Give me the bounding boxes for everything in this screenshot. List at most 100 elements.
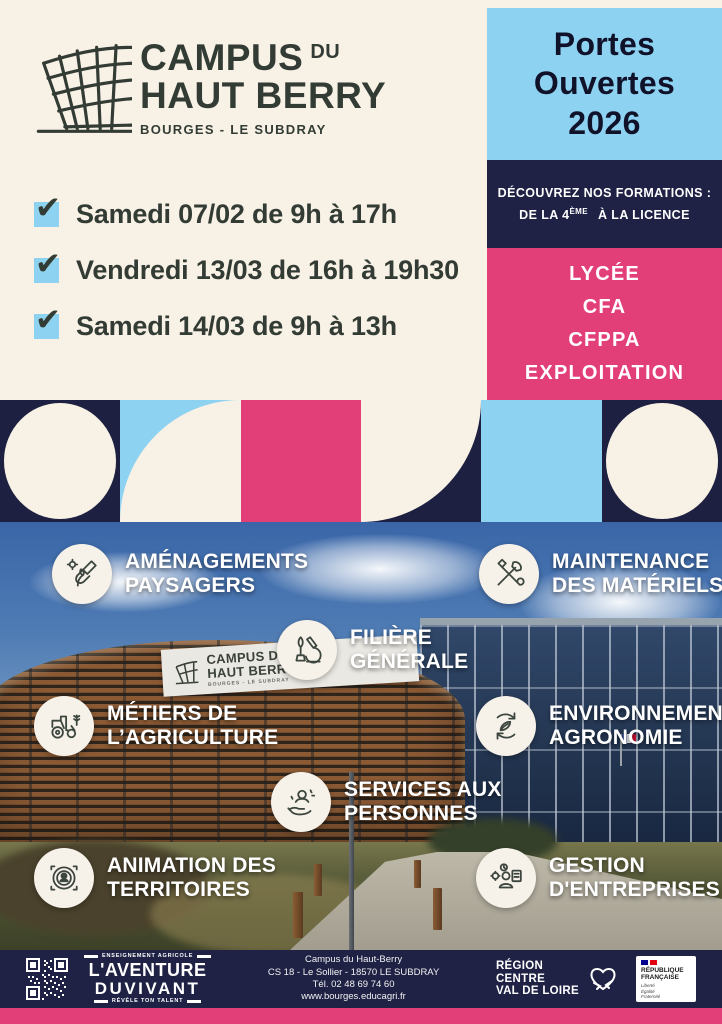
- entity-exploitation: EXPLOITATION: [524, 362, 685, 384]
- checkbox: ✔: [34, 246, 61, 283]
- wood-bollard: [414, 860, 421, 888]
- entity-cfppa: CFPPA: [568, 329, 641, 351]
- formations-line2: DE LA 4ÈME À LA LICENCE: [519, 204, 690, 227]
- program-badge-services-aux-personnes: SERVICES AUX PERSONNES: [271, 772, 502, 832]
- region-centre-val-de-loire-logo: RÉGION CENTRE VAL DE LOIRE: [496, 960, 620, 997]
- region-line3: VAL DE LOIRE: [495, 985, 579, 998]
- badge-label-line2: DES MATÉRIELS: [552, 574, 722, 597]
- brand-name-line1: CAMPUS DU: [140, 39, 386, 77]
- deco-cell-circle: [601, 400, 722, 522]
- lamp-post: [349, 772, 354, 950]
- circle-shape: [4, 403, 117, 519]
- badge-label-line1: FILIÈRE: [350, 625, 432, 649]
- cloud: [260, 534, 500, 604]
- heart-icon: [590, 968, 616, 991]
- quarter-shape: [120, 400, 241, 522]
- motto-liberte: Liberté: [641, 983, 655, 989]
- badge-circle: [277, 620, 337, 680]
- region-line2: CENTRE: [495, 972, 546, 985]
- badge-circle: [271, 772, 331, 832]
- campus-address: Campus du Haut-Berry CS 18 - Le Sollier …: [227, 954, 480, 1003]
- badge-circle: [476, 696, 536, 756]
- program-badge-maintenance-des-materiels: MAINTENANCE DES MATÉRIELS: [479, 544, 722, 604]
- republique-line1: RÉPUBLIQUE: [641, 967, 684, 974]
- wood-bollard: [433, 888, 442, 930]
- motto-egalite: Égalité: [641, 988, 655, 994]
- deco-cell-quarter: [360, 400, 482, 522]
- circle-shape: [605, 403, 718, 519]
- community-icon: [50, 865, 78, 891]
- building-sign: CAMPUS DU HAUT BERRY BOURGES - LE SUBDRA…: [160, 634, 420, 697]
- region-line1: RÉGION: [495, 960, 544, 973]
- brand-subtitle: BOURGES - LE SUBDRAY: [140, 121, 327, 137]
- entities-banner: LYCÉE CFA CFPPA EXPLOITATION: [487, 248, 722, 400]
- entity-lycee: LYCÉE: [569, 263, 640, 285]
- badge-label-line2: D'ENTREPRISES: [549, 878, 720, 901]
- brand-word-du: DU: [310, 41, 341, 64]
- tractor-icon: [51, 714, 81, 739]
- business-icon: [490, 863, 522, 889]
- checkbox: ✔: [34, 190, 61, 227]
- date-item-1: ✔ Samedi 07/02 de 9h à 17h: [34, 190, 459, 230]
- badge-label-line1: SERVICES AUX: [344, 777, 502, 801]
- badge-label-line2: PAYSAGERS: [125, 574, 256, 597]
- campus-brand: CAMPUS DU HAUT BERRY BOURGES - LE SUBDRA…: [26, 38, 386, 138]
- motto-fraternite: Fraternité: [641, 994, 661, 1000]
- footer: ENSEIGNEMENT AGRICOLE L'AVENTURE DUVIVAN…: [0, 950, 722, 1008]
- date-text: Samedi 07/02 de 9h à 17h: [76, 198, 397, 229]
- deco-cell-blue-square: [481, 400, 602, 522]
- french-flag-icon: [622, 734, 637, 743]
- checkbox: ✔: [34, 302, 61, 339]
- badge-label-line1: MAINTENANCE: [552, 549, 710, 573]
- republique-line2: FRANÇAISE: [641, 974, 679, 982]
- check-icon: ✔: [35, 189, 61, 226]
- aventure-main2: DUVIVANT: [94, 979, 201, 998]
- formations-line1: DÉCOUVREZ NOS FORMATIONS :: [497, 185, 712, 200]
- eco-cycle-icon: [496, 712, 516, 740]
- event-title: Portes Ouvertes 2026: [487, 8, 722, 160]
- program-badge-metiers-de-l-agriculture: MÉTIERS DE L’AGRICULTURE: [34, 696, 278, 756]
- badge-circle: [476, 848, 536, 908]
- check-icon: ✔: [35, 301, 61, 338]
- program-badge-animation-des-territoires: ANIMATION DES TERRITOIRES: [34, 848, 276, 908]
- open-day-dates-list: ✔ Samedi 07/02 de 9h à 17h ✔ Vendredi 13…: [34, 190, 459, 366]
- aventure-main1: L'AVENTURE: [88, 960, 207, 980]
- science-icon: [295, 636, 322, 664]
- program-badge-gestion-d-entreprises: GESTION D'ENTREPRISES: [476, 848, 720, 908]
- badge-label-line1: MÉTIERS DE: [107, 701, 238, 725]
- address-line1: Campus du Haut-Berry: [304, 954, 403, 966]
- badge-label-line2: PERSONNES: [344, 802, 478, 825]
- badge-circle: [479, 544, 539, 604]
- deco-cell-circle: [0, 400, 121, 522]
- badge-label-line2: AGRONOMIE: [549, 726, 683, 749]
- campus-logo-icon: [36, 44, 132, 133]
- formations-banner: DÉCOUVREZ NOS FORMATIONS : DE LA 4ÈME À L…: [487, 160, 722, 248]
- qr-code: [26, 958, 68, 1000]
- entity-cfa: CFA: [582, 296, 627, 318]
- garden-tools-icon: [66, 558, 97, 587]
- brand-word-campus: CAMPUS: [140, 37, 304, 79]
- bottom-pink-strip: [0, 1008, 722, 1024]
- glass-building: [420, 618, 722, 874]
- badge-circle: [52, 544, 112, 604]
- campus-logo-icon: [175, 660, 199, 684]
- date-text: Vendredi 13/03 de 16h à 19h30: [76, 254, 459, 285]
- program-badge-environnement-agronomie: ENVIRONNEMENT AGRONOMIE: [476, 696, 722, 756]
- date-item-3: ✔ Samedi 14/03 de 9h à 13h: [34, 302, 459, 342]
- program-badge-filiere-generale: FILIÈRE GÉNÉRALE: [277, 620, 468, 680]
- wrench-screwdriver-icon: [497, 558, 525, 586]
- program-badge-amenagements-paysagers: AMÉNAGEMENTS PAYSAGERS: [52, 544, 308, 604]
- aventure-du-vivant-logo: ENSEIGNEMENT AGRICOLE L'AVENTURE DUVIVAN…: [84, 953, 211, 1005]
- aventure-bottom-line: RÉVÈLE TON TALENT: [84, 998, 211, 1005]
- badge-label-line1: GESTION: [549, 853, 645, 877]
- event-title-line2: Ouvertes: [533, 65, 676, 102]
- campus-photo: CAMPUS DU HAUT BERRY BOURGES - LE SUBDRA…: [0, 522, 722, 950]
- address-line3: Tél. 02 48 69 74 60: [312, 979, 395, 990]
- brand-name-line2: HAUT BERRY: [140, 75, 387, 116]
- formations-post: À LA LICENCE: [597, 208, 690, 222]
- badge-label-line2: GÉNÉRALE: [350, 650, 469, 673]
- date-text: Samedi 14/03 de 9h à 13h: [76, 310, 397, 341]
- badge-label-line2: TERRITOIRES: [107, 878, 250, 901]
- badge-label-line1: AMÉNAGEMENTS: [125, 549, 309, 573]
